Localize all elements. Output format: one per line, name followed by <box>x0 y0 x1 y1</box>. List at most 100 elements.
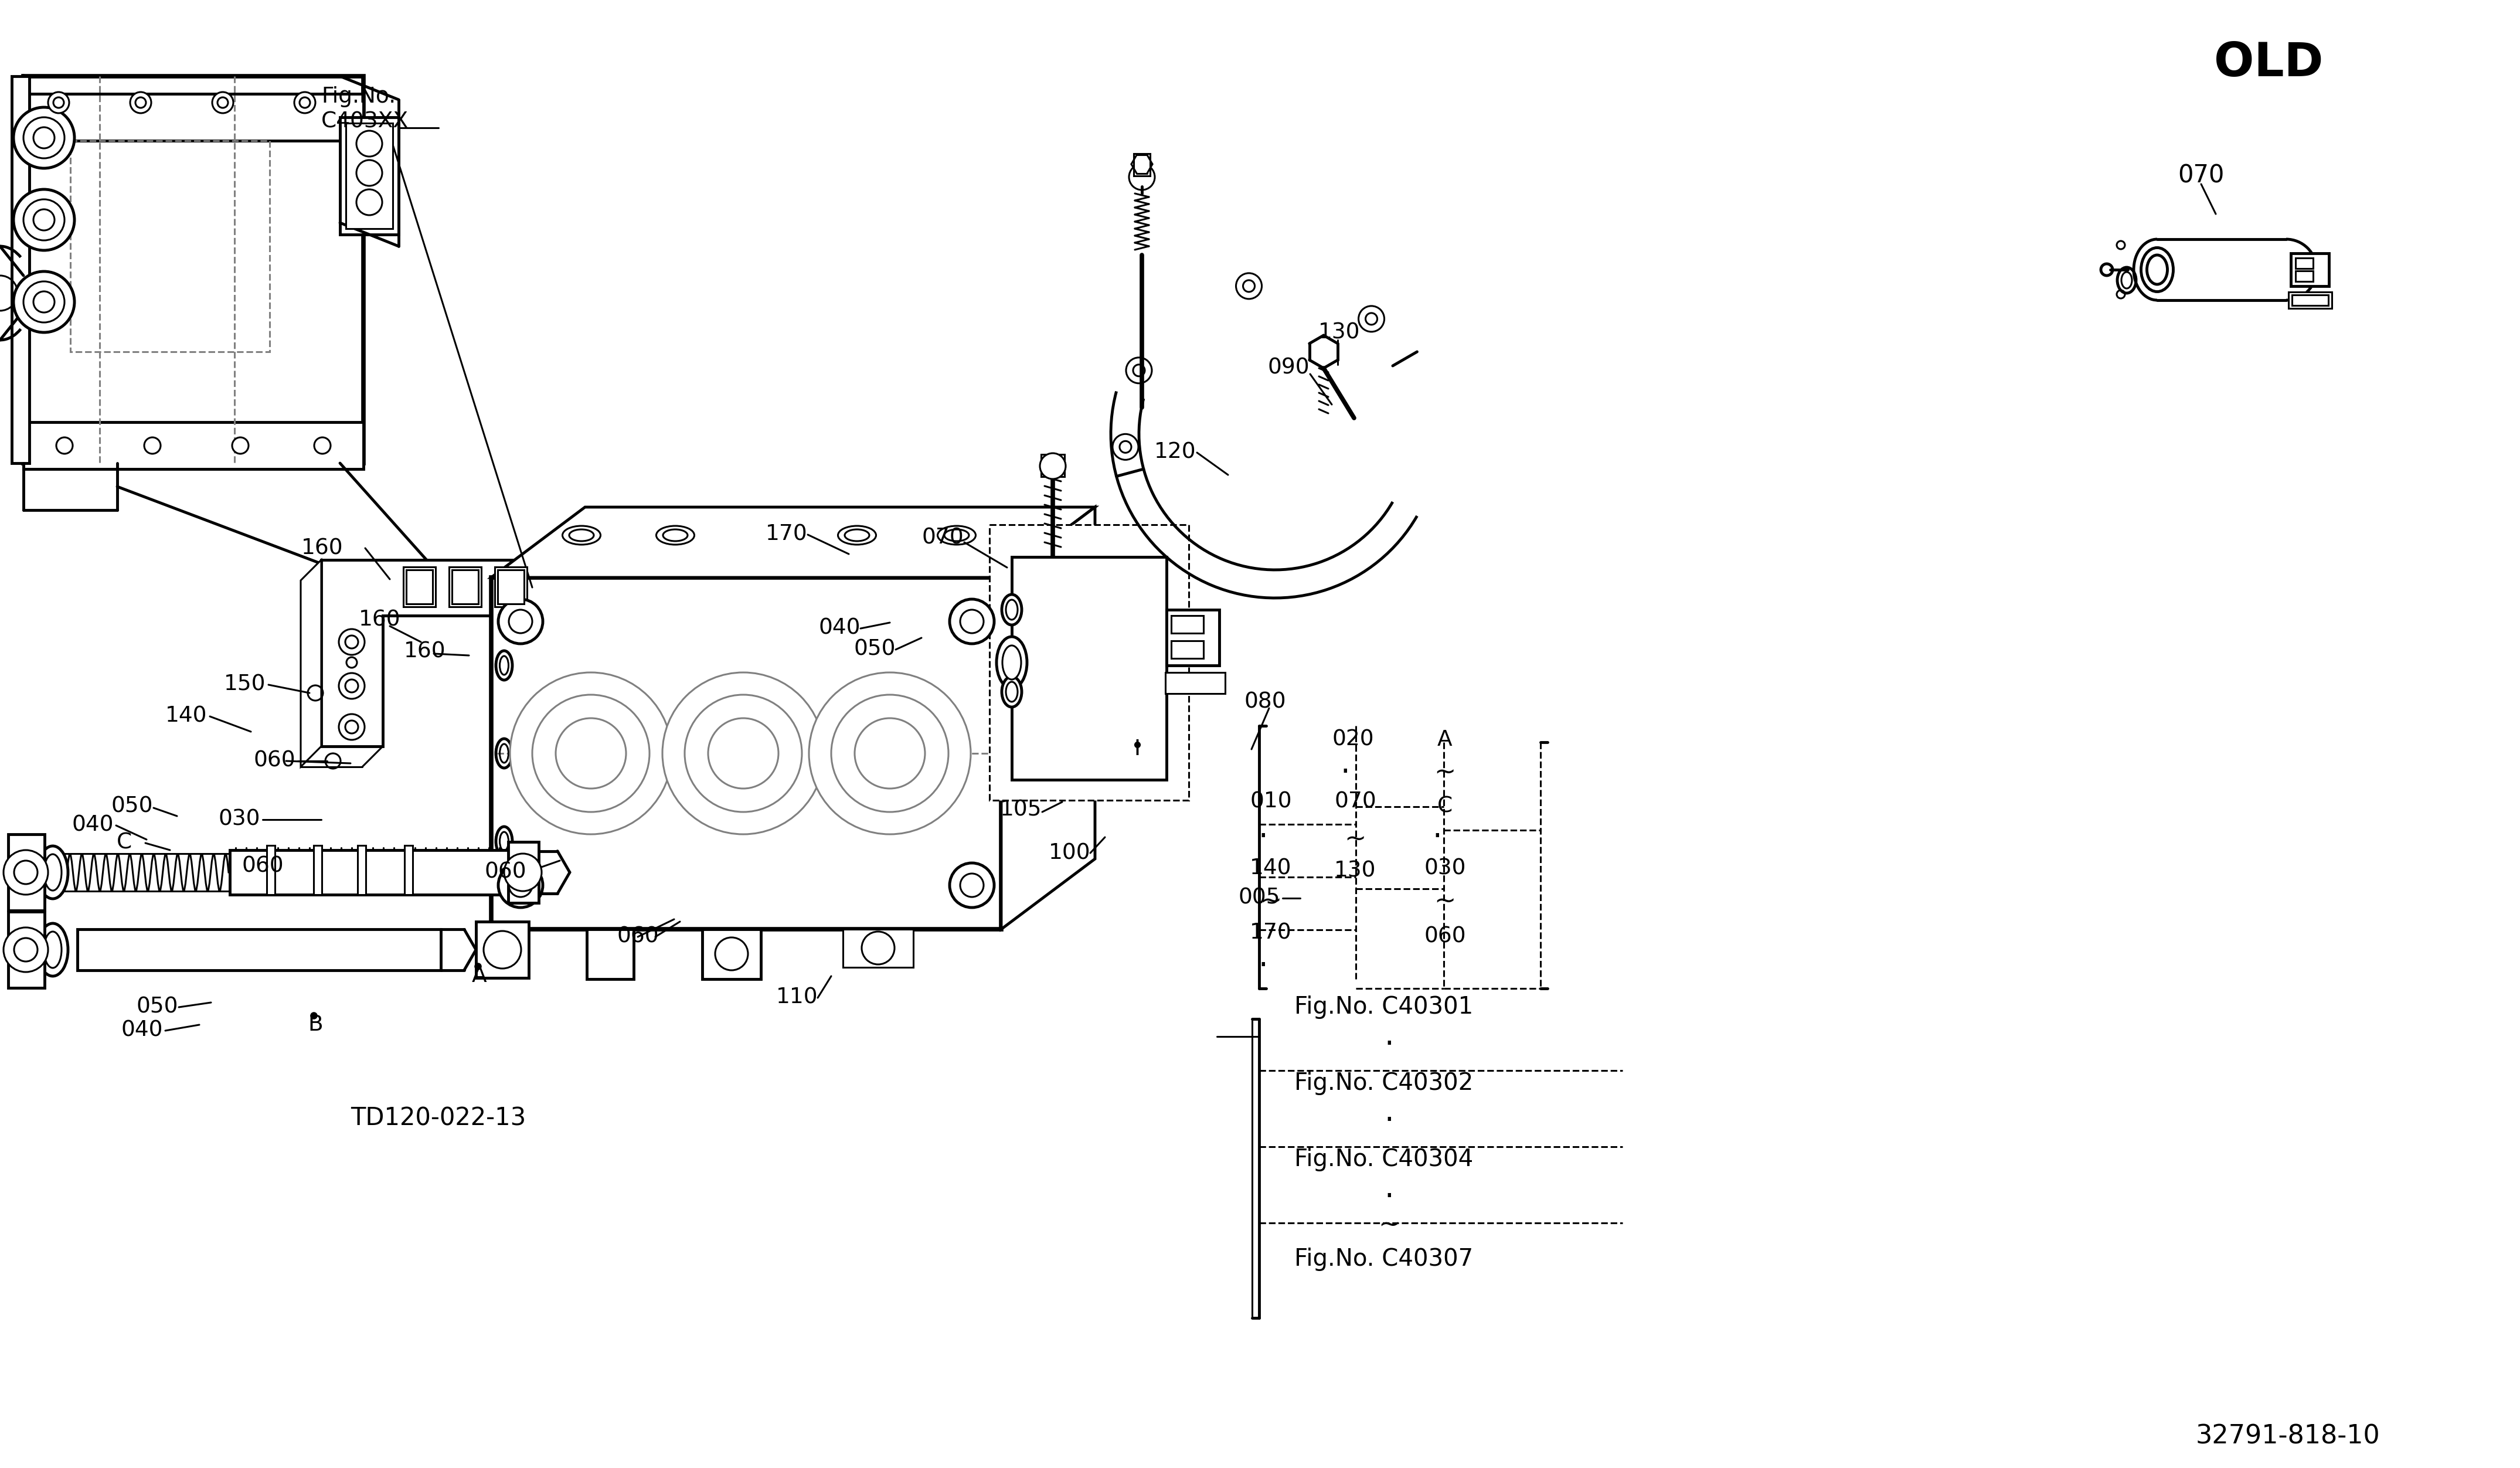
Circle shape <box>499 863 542 907</box>
Circle shape <box>232 437 249 454</box>
Circle shape <box>663 672 824 834</box>
Circle shape <box>950 863 995 907</box>
Text: 105: 105 <box>1000 800 1043 821</box>
Circle shape <box>217 97 227 107</box>
Text: 130: 130 <box>1318 323 1361 344</box>
Circle shape <box>295 92 315 113</box>
Bar <box>403 567 436 606</box>
Circle shape <box>509 609 532 633</box>
Circle shape <box>33 291 55 313</box>
Bar <box>312 846 323 894</box>
Ellipse shape <box>1003 595 1021 625</box>
Text: 060: 060 <box>617 926 658 947</box>
Text: 060: 060 <box>484 862 527 882</box>
Ellipse shape <box>43 854 60 891</box>
Bar <box>587 929 633 979</box>
Text: Fig.No. C40302: Fig.No. C40302 <box>1295 1072 1474 1095</box>
Text: B: B <box>307 1014 323 1035</box>
Ellipse shape <box>1005 600 1018 619</box>
Bar <box>8 912 45 988</box>
Bar <box>229 850 522 894</box>
Text: Fig.No. C40301: Fig.No. C40301 <box>1295 995 1474 1019</box>
Text: 120: 120 <box>1154 442 1197 462</box>
Text: 060: 060 <box>1424 926 1467 947</box>
Circle shape <box>950 599 995 643</box>
Circle shape <box>345 636 358 649</box>
Circle shape <box>48 92 68 113</box>
Text: Fig.No. C40307: Fig.No. C40307 <box>1295 1248 1474 1271</box>
Polygon shape <box>491 506 1096 577</box>
Bar <box>1167 609 1220 665</box>
Text: A: A <box>471 966 486 986</box>
Text: Fig.No.: Fig.No. <box>320 87 396 107</box>
Bar <box>990 524 1189 800</box>
Circle shape <box>55 437 73 454</box>
Bar <box>1172 615 1205 633</box>
Circle shape <box>960 609 983 633</box>
Circle shape <box>13 107 76 169</box>
Circle shape <box>23 200 66 241</box>
Text: 005: 005 <box>1237 888 1280 909</box>
Text: 32791-818-10: 32791-818-10 <box>2195 1424 2379 1449</box>
Text: ·: · <box>1257 822 1268 853</box>
Text: 130: 130 <box>1333 860 1376 881</box>
Circle shape <box>1041 454 1066 479</box>
Polygon shape <box>320 559 532 746</box>
Ellipse shape <box>43 932 60 967</box>
Ellipse shape <box>995 637 1028 688</box>
Bar <box>13 76 30 462</box>
Circle shape <box>355 189 383 216</box>
Circle shape <box>136 97 146 107</box>
Bar <box>1011 556 1167 780</box>
Text: 160: 160 <box>358 609 401 631</box>
Text: ·: · <box>1341 757 1351 788</box>
Text: ~: ~ <box>1434 890 1457 915</box>
Text: 030: 030 <box>219 809 260 829</box>
Text: 150: 150 <box>224 674 267 696</box>
Bar <box>491 577 1000 929</box>
Circle shape <box>716 938 748 970</box>
Circle shape <box>355 160 383 186</box>
Bar <box>1164 672 1225 693</box>
Text: ·: · <box>1431 822 1441 853</box>
Bar <box>8 834 45 910</box>
Text: OLD: OLD <box>2215 41 2323 87</box>
Bar <box>345 123 393 229</box>
Text: 030: 030 <box>1424 859 1467 879</box>
Circle shape <box>15 938 38 962</box>
Text: 090: 090 <box>1268 358 1310 379</box>
Text: 010: 010 <box>1250 791 1293 813</box>
Text: 140: 140 <box>1250 859 1293 879</box>
Bar <box>78 929 441 970</box>
Bar <box>476 922 529 978</box>
Text: 040: 040 <box>121 1020 164 1041</box>
Bar <box>2293 295 2328 305</box>
Polygon shape <box>300 559 320 766</box>
Bar <box>23 94 363 141</box>
Text: 070: 070 <box>1333 791 1376 813</box>
Circle shape <box>13 189 76 251</box>
Text: ~: ~ <box>1343 826 1366 851</box>
Text: I: I <box>1134 738 1142 760</box>
Circle shape <box>13 272 76 332</box>
Circle shape <box>338 713 365 740</box>
Circle shape <box>3 850 48 894</box>
Bar <box>496 570 524 603</box>
Bar <box>23 76 363 462</box>
Circle shape <box>15 860 38 884</box>
Ellipse shape <box>1003 646 1021 680</box>
Polygon shape <box>1000 506 1096 929</box>
Text: 170: 170 <box>1250 923 1293 944</box>
Text: C: C <box>116 832 131 853</box>
Text: 070: 070 <box>922 527 963 549</box>
Circle shape <box>499 599 542 643</box>
Text: 050: 050 <box>854 639 895 661</box>
Circle shape <box>300 97 310 107</box>
Circle shape <box>862 932 895 964</box>
Bar <box>494 567 527 606</box>
Bar <box>449 567 481 606</box>
Ellipse shape <box>1005 681 1018 702</box>
Text: 020: 020 <box>1333 730 1373 750</box>
Text: ~: ~ <box>1260 890 1283 915</box>
Text: ·: · <box>1257 951 1268 982</box>
